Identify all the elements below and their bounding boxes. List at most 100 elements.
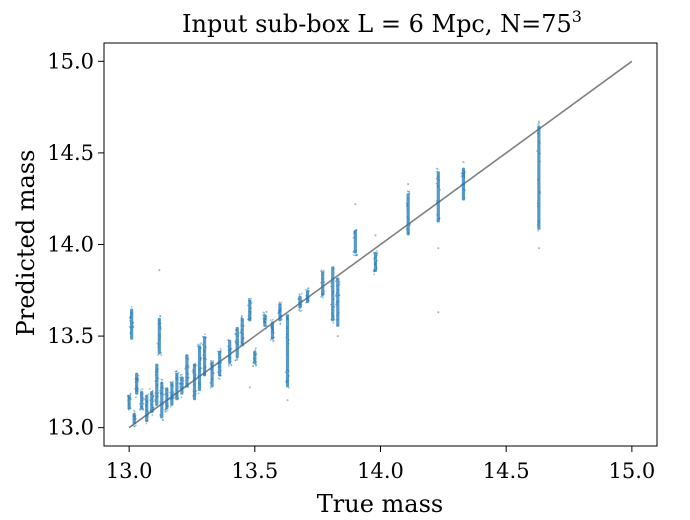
data-point: [253, 354, 256, 356]
data-point: [332, 266, 335, 268]
data-point: [240, 319, 243, 322]
data-point: [229, 356, 231, 359]
data-point: [409, 222, 411, 225]
data-point: [164, 393, 167, 395]
data-point: [539, 192, 541, 195]
data-point: [162, 402, 165, 405]
data-point: [278, 310, 281, 313]
data-point: [209, 381, 212, 384]
data-point: [242, 343, 245, 346]
data-point: [321, 296, 324, 299]
data-point: [332, 322, 335, 324]
data-point: [353, 232, 356, 235]
data-cluster: [277, 301, 283, 325]
data-point: [193, 383, 196, 386]
data-point: [128, 397, 131, 400]
data-point: [154, 371, 157, 373]
data-cluster-core: [306, 290, 310, 304]
data-point: [252, 362, 255, 364]
data-point: [127, 399, 129, 402]
data-cluster-core: [285, 314, 290, 388]
data-cluster: [320, 269, 326, 299]
data-point: [300, 309, 303, 312]
data-point: [152, 406, 155, 409]
data-point: [336, 284, 338, 287]
data-point: [198, 382, 200, 385]
data-point: [406, 204, 409, 207]
data-point: [234, 359, 237, 362]
data-point: [195, 390, 198, 392]
data-point: [160, 354, 163, 357]
data-points-layer: [126, 120, 542, 428]
data-point: [374, 263, 377, 266]
data-point: [159, 325, 162, 328]
data-point: [250, 307, 252, 309]
data-point: [133, 388, 136, 390]
data-point: [137, 380, 140, 383]
data-point: [187, 383, 190, 386]
data-point: [306, 297, 309, 300]
data-point: [181, 373, 183, 376]
data-point: [154, 380, 157, 383]
data-point: [160, 392, 163, 395]
data-point: [280, 307, 282, 310]
data-point: [247, 317, 250, 320]
data-point: [211, 369, 213, 372]
data-point: [333, 318, 336, 321]
data-point: [143, 398, 146, 401]
data-point: [280, 314, 282, 317]
data-point: [334, 280, 337, 283]
data-point: [130, 305, 133, 308]
data-point: [306, 288, 309, 291]
data-point: [159, 326, 162, 329]
data-point: [129, 407, 132, 409]
data-point: [352, 250, 355, 253]
data-point: [154, 374, 157, 376]
data-point: [154, 398, 156, 401]
data-point: [140, 392, 142, 394]
data-point: [159, 315, 161, 318]
data-point: [203, 350, 206, 353]
data-point: [142, 398, 144, 401]
data-point: [161, 378, 164, 381]
data-cluster-core: [180, 376, 184, 395]
data-point: [308, 290, 310, 292]
data-point: [228, 347, 231, 350]
data-point: [133, 425, 136, 428]
data-point: [230, 363, 233, 366]
data-cluster: [329, 266, 336, 324]
x-axis-title: True mass: [317, 490, 443, 518]
data-point: [374, 268, 377, 271]
data-point: [151, 389, 154, 392]
data-point: [132, 321, 134, 324]
data-point: [127, 396, 130, 399]
data-point: [179, 386, 181, 388]
data-point: [159, 315, 162, 317]
data-point: [463, 176, 466, 179]
data-point: [192, 390, 195, 393]
data-point: [197, 392, 200, 395]
data-point: [195, 364, 198, 367]
data-point: [197, 343, 199, 346]
data-point: [147, 393, 150, 396]
data-point: [273, 331, 275, 334]
data-point: [254, 363, 257, 365]
data-point: [187, 373, 190, 375]
data-point: [152, 395, 155, 397]
data-point: [407, 231, 410, 234]
data-point: [195, 392, 197, 395]
data-point: [409, 224, 412, 227]
data-point: [320, 270, 322, 273]
x-tick-label: 14.5: [483, 459, 530, 483]
data-point: [159, 404, 162, 407]
data-point: [133, 418, 136, 421]
data-point: [247, 315, 250, 317]
data-cluster-core: [135, 372, 139, 395]
data-point: [159, 389, 161, 392]
data-point: [536, 202, 539, 205]
data-point: [159, 322, 162, 325]
data-point: [172, 385, 175, 388]
data-point: [158, 333, 161, 336]
data-point: [249, 300, 252, 302]
data-point: [130, 327, 133, 330]
